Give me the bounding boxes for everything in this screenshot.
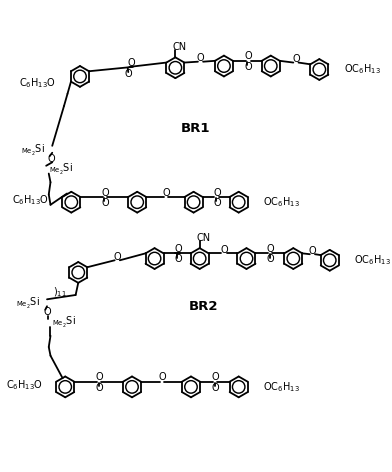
Text: O: O xyxy=(212,372,220,382)
Text: O: O xyxy=(174,254,182,264)
Text: BR2: BR2 xyxy=(189,300,219,313)
Text: O: O xyxy=(158,372,166,382)
Text: C$_6$H$_{13}$O: C$_6$H$_{13}$O xyxy=(18,76,56,90)
Text: O: O xyxy=(292,54,300,64)
Text: O: O xyxy=(267,244,274,254)
Text: BR1: BR1 xyxy=(181,122,210,135)
Text: O: O xyxy=(244,51,252,61)
Text: O: O xyxy=(96,383,103,393)
Text: O: O xyxy=(267,254,274,264)
Text: O: O xyxy=(213,198,221,208)
Text: O: O xyxy=(212,383,220,393)
Text: CN: CN xyxy=(172,42,187,52)
Text: O: O xyxy=(244,62,252,72)
Text: O: O xyxy=(127,58,135,67)
Text: O: O xyxy=(47,154,55,164)
Text: O: O xyxy=(213,188,221,198)
Text: C$_6$H$_{13}$O: C$_6$H$_{13}$O xyxy=(5,378,43,392)
Text: C$_6$H$_{13}$O: C$_6$H$_{13}$O xyxy=(12,194,49,207)
Text: $_\mathregular{Me_2}$Si: $_\mathregular{Me_2}$Si xyxy=(52,315,76,330)
Text: O: O xyxy=(101,198,109,208)
Text: OC$_6$H$_{13}$: OC$_6$H$_{13}$ xyxy=(263,195,300,209)
Text: O: O xyxy=(43,307,51,317)
Text: O: O xyxy=(309,246,316,256)
Text: OC$_6$H$_{13}$: OC$_6$H$_{13}$ xyxy=(344,63,380,76)
Text: $_\mathregular{Me_2}$Si: $_\mathregular{Me_2}$Si xyxy=(16,296,40,311)
Text: $_\mathregular{Me_2}$Si: $_\mathregular{Me_2}$Si xyxy=(22,143,45,158)
Text: CN: CN xyxy=(197,233,211,243)
Text: O: O xyxy=(96,372,103,382)
Text: $_\mathregular{Me_2}$Si: $_\mathregular{Me_2}$Si xyxy=(49,162,73,177)
Text: O: O xyxy=(197,53,204,63)
Text: O: O xyxy=(220,245,228,255)
Text: O: O xyxy=(125,69,132,79)
Text: O: O xyxy=(174,244,182,254)
Text: OC$_6$H$_{13}$: OC$_6$H$_{13}$ xyxy=(354,253,391,267)
Text: O: O xyxy=(113,252,121,262)
Text: O: O xyxy=(162,188,170,198)
Text: )$_{11}$: )$_{11}$ xyxy=(53,286,67,299)
Text: OC$_6$H$_{13}$: OC$_6$H$_{13}$ xyxy=(263,380,300,394)
Text: O: O xyxy=(101,188,109,198)
